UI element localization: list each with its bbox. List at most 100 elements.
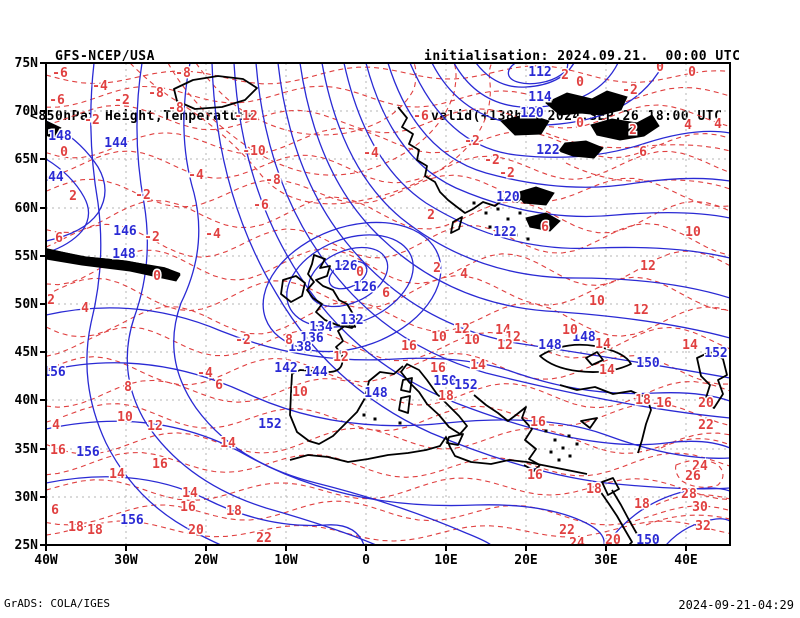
coastline [400,377,413,393]
map-border [45,62,731,546]
island-dot [544,429,548,433]
height-contour [299,63,730,339]
height-contour-label: 132 [340,313,363,328]
height-contour-label: 150 [636,533,660,548]
height-contour-label: 126 [353,280,377,295]
temperature-contour-label: -6 [253,198,269,213]
lat-tick-label: 40N [15,393,39,408]
height-contour [343,63,730,259]
temperature-contour-label: 0 [576,116,584,131]
temperature-contour-label: 0 [356,265,364,280]
coastline-landmass [500,113,550,136]
lat-tick-label: 25N [15,538,39,553]
coastline [280,275,306,303]
height-contour-label: 148 [48,129,72,144]
island-dot [496,207,500,211]
height-contour [475,63,575,88]
temperature-contour-label: 8 [285,333,293,348]
temperature-contour-label: 0 [656,60,664,75]
temperature-contour-label: 12 [147,419,163,434]
coastline-landmass [525,212,561,232]
height-contour-label: 150 [636,356,660,371]
temperature-contour [46,352,730,386]
temperature-contour-label: 6 [382,286,390,301]
temperature-contour [46,452,730,478]
temperature-contour-label: 6 [55,231,63,246]
height-contour-label: 144 [104,136,128,151]
temperature-contour-label: -2 [622,83,638,98]
temperature-contour-label: -8 [148,86,164,101]
lon-tick-label: 40E [674,553,697,568]
grads-credit: GrADS: COLA/IGES [4,597,110,610]
lon-tick-label: 10E [434,553,457,568]
temperature-contour-label: 16 [530,415,546,430]
temperature-contour [46,248,730,286]
height-contour-label: 144 [304,365,328,380]
temperature-contour-label: 16 [430,361,446,376]
temperature-contour-label: -2 [135,188,151,203]
temperature-contour-label: 16 [656,396,672,411]
temperature-contour [46,104,730,134]
height-contour-label: 150 [433,374,457,389]
coastline [46,248,181,275]
coastline [173,75,258,110]
height-contour [46,307,730,402]
temperature-contour-label: 18 [634,497,650,512]
temperature-contour-label: -2 [464,134,480,149]
height-contour-label: 112 [528,65,551,80]
temperature-contour-label: 22 [698,418,714,433]
height-contour-label: 148 [572,330,596,345]
temperature-contour-label: 10 [589,294,605,309]
temperature-contour-label: -4 [205,227,221,242]
island-dot [484,211,488,215]
temperature-contour-label: 6 [541,220,549,235]
height-contour-label: 120 [496,190,520,205]
temperature-contour [195,63,417,136]
temperature-contour-label: 20 [605,533,621,548]
height-contour [321,63,730,299]
temperature-contour-label: -6 [49,93,65,108]
height-contour-label: 138 [288,340,312,355]
coastline [696,351,728,409]
temperature-contour-label: 12 [497,338,513,353]
coastline-landmass [46,120,62,140]
coastline [397,106,530,214]
coastline [289,324,404,445]
height-contour-label: 148 [112,247,136,262]
island-dot [553,438,557,442]
height-contour-label: 152 [454,378,477,393]
temperature-contour-label: 16 [152,457,168,472]
height-contour [605,487,730,545]
lat-tick-label: 75N [15,56,39,71]
temperature-contour [46,223,730,259]
height-contour-closed [262,221,442,353]
lat-tick-label: 60N [15,201,39,216]
temperature-contour-label: -8 [168,101,184,116]
coastline [559,384,652,454]
temperature-contour-label: 18 [586,482,602,497]
island-dot [362,413,366,417]
height-contour-closed [286,234,414,328]
temperature-contour-label: 4 [52,418,60,433]
temperature-contour-label: 4 [714,117,722,132]
island-dot [514,233,518,237]
temperature-contour-label: 28 [681,487,697,502]
lon-tick-label: 0 [362,553,370,568]
temperature-contour [46,326,730,362]
temperature-contour-label: 2 [427,208,435,223]
island-dot [398,421,402,425]
temperature-contour-label: -2 [484,153,500,168]
height-contour-label: 146 [113,224,137,239]
height-contour [86,63,222,545]
temperature-contour-label: 24 [569,536,585,551]
coastline [601,477,620,496]
lat-tick-label: 70N [15,104,39,119]
temperature-contour-label: 12 [640,259,656,274]
height-contour [665,518,730,545]
temperature-contour-label: 8 [124,380,132,395]
temperature-contour-label: 10 [562,323,578,338]
temperature-contour [46,174,730,208]
temperature-contour-label: -4 [188,168,204,183]
